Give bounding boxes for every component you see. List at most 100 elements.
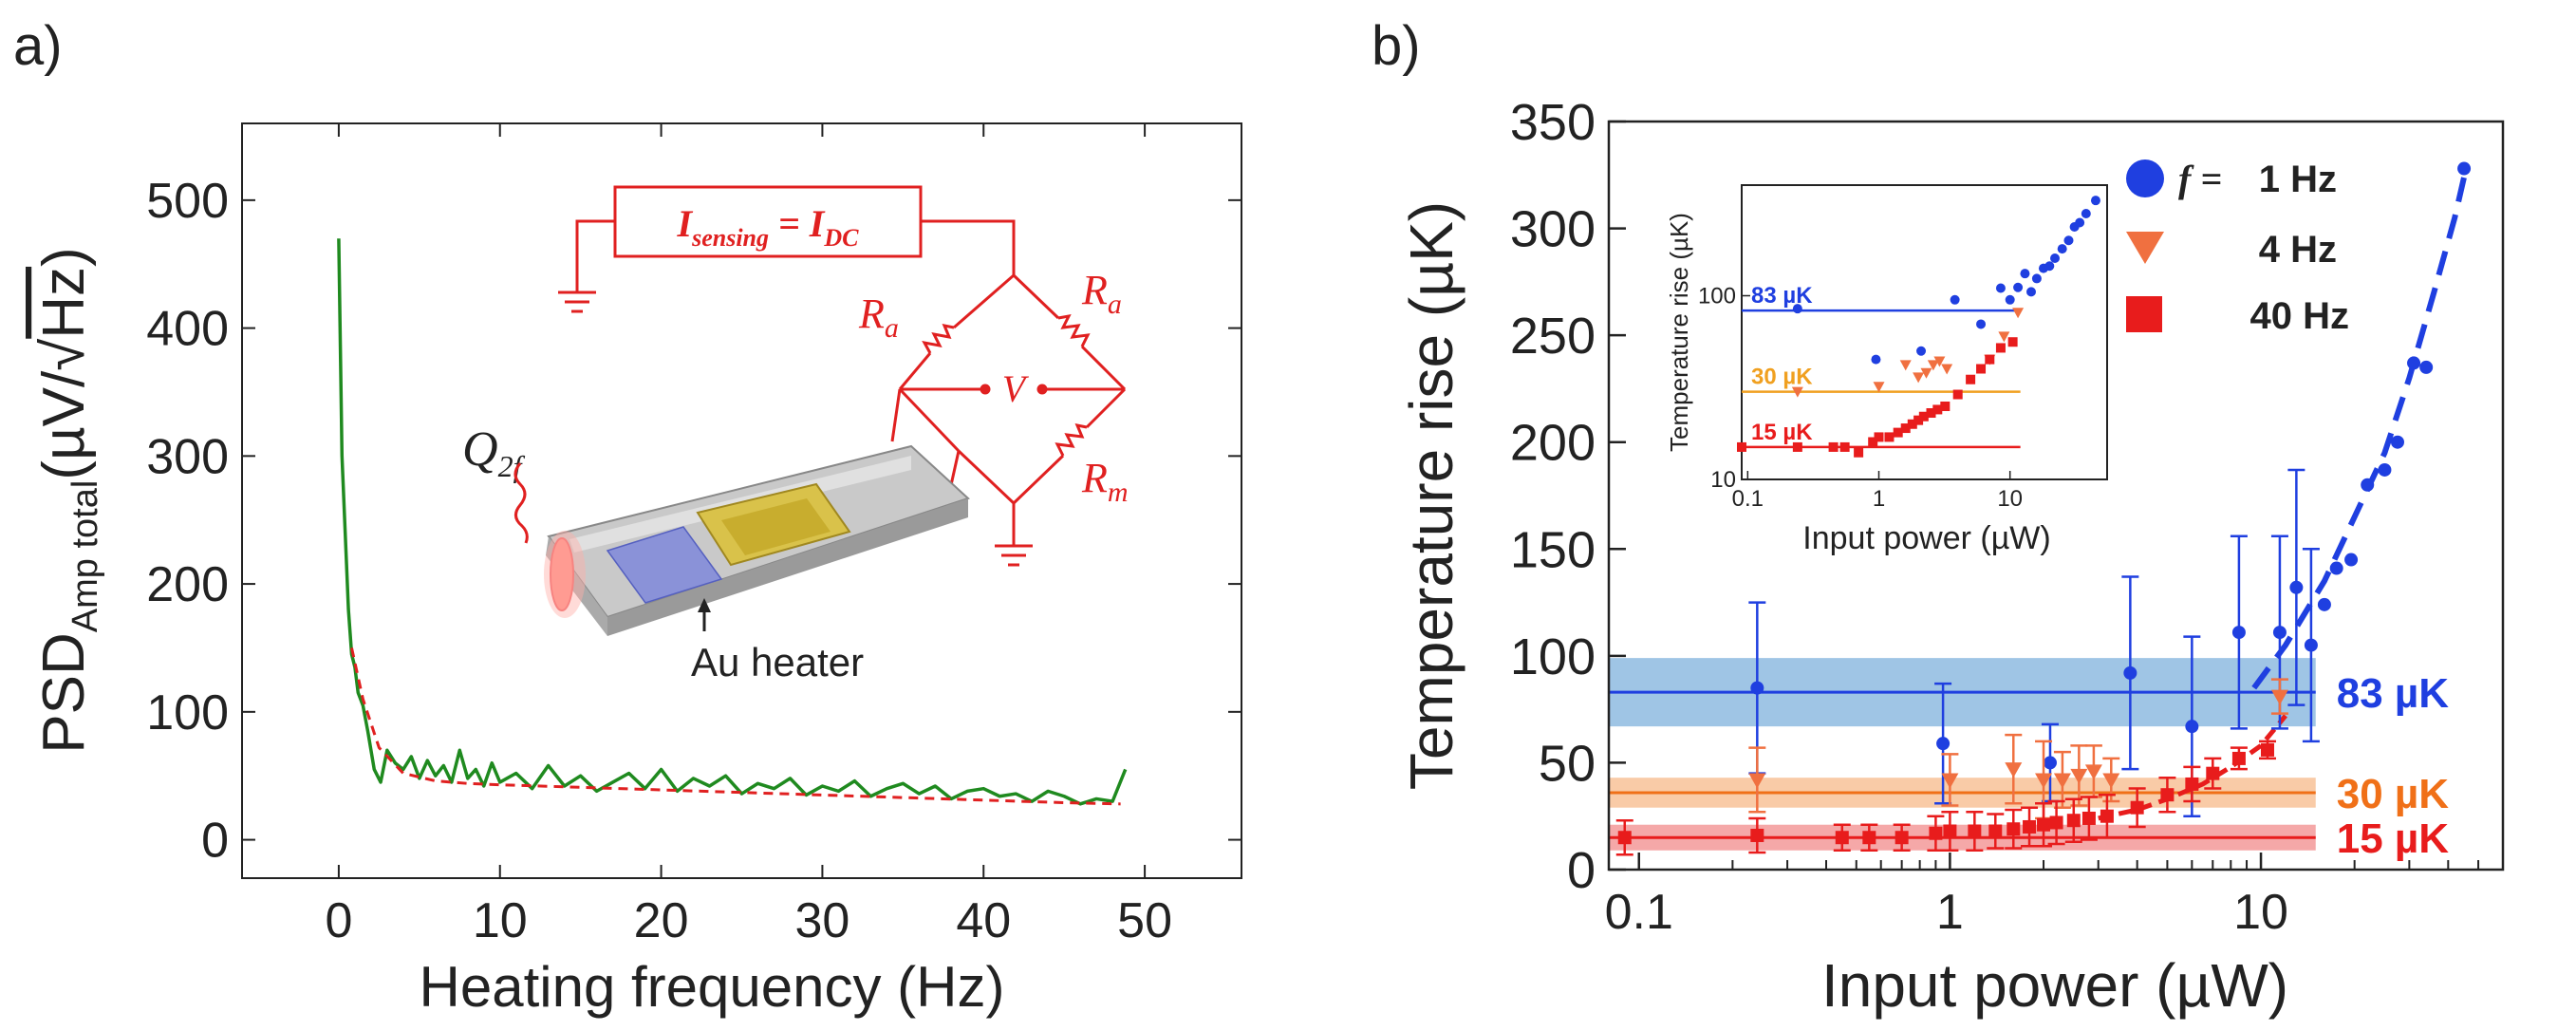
inset-point-40hz xyxy=(1985,354,1995,365)
data-point-1hz xyxy=(2289,580,2304,594)
bridge-wire-tr2 xyxy=(1080,345,1127,391)
data-point-1hz xyxy=(1936,737,1951,751)
inset-point-40hz xyxy=(1900,423,1911,434)
inset-point-40hz xyxy=(1874,432,1884,442)
bridge-wire-br1 xyxy=(1085,387,1127,429)
inset-point-4hz xyxy=(1920,367,1932,379)
data-point-1hz xyxy=(2317,597,2331,611)
data-point-40hz xyxy=(2206,766,2220,780)
data-point-40hz xyxy=(2100,809,2114,823)
panel-b-y-label-group: Temperature rise (µK) xyxy=(1397,201,1465,790)
data-point-4hz xyxy=(1748,773,1766,789)
y-label-unit-open: (µV/ xyxy=(31,370,97,480)
bridge-wire-bl2 xyxy=(957,449,1016,505)
data-point-1hz xyxy=(2419,360,2434,374)
data-point-40hz xyxy=(2160,788,2175,802)
panel-a-series xyxy=(337,238,1128,806)
inset-point-40hz xyxy=(2007,337,2018,347)
resistor-ra-left xyxy=(922,323,955,354)
data-point-1hz xyxy=(2457,161,2472,176)
probe-wire-1 xyxy=(890,388,902,442)
data-point-1hz xyxy=(2344,553,2359,567)
y-tick-label: 300 xyxy=(1510,201,1596,258)
inset-point-40hz xyxy=(1995,343,2006,353)
x-tick-label: 30 xyxy=(794,893,849,948)
data-point-40hz xyxy=(2231,751,2246,765)
inset-point-1hz xyxy=(1995,283,2006,293)
inset-point-40hz xyxy=(1926,408,1936,419)
legend-marker-40hz xyxy=(2126,296,2162,332)
inset-point-40hz xyxy=(1839,441,1850,452)
data-point-40hz xyxy=(2007,822,2021,836)
inset-content: 83 µK 30 µK 15 µK 0.1 1 10 10 100 xyxy=(1698,196,2100,512)
inset-frame xyxy=(1741,184,2108,480)
sensor-device-icon xyxy=(544,444,970,636)
current-source-label: Isensing = IDC xyxy=(677,202,860,252)
inset-point-4hz xyxy=(1927,360,1939,371)
inset-point-1hz xyxy=(2031,273,2042,284)
inset-point-4hz xyxy=(2012,308,2025,319)
inset-point-40hz xyxy=(1913,415,1924,425)
inset-point-1hz xyxy=(2005,294,2015,305)
source-wire-right xyxy=(921,219,1016,275)
data-point-1hz xyxy=(2390,435,2404,449)
panel-b-label: b) xyxy=(1372,15,1421,77)
inset-y-tick-label: 10 xyxy=(1710,467,1736,493)
y-label-unit-close: ) xyxy=(31,247,97,267)
fit-line xyxy=(350,647,1121,806)
blue-fit-line xyxy=(2251,163,2471,690)
v-node-left xyxy=(980,384,991,395)
band-label: 15 µK xyxy=(2337,815,2450,862)
panel-a-label: a) xyxy=(13,15,63,77)
inset-point-40hz xyxy=(1952,389,1963,400)
y-tick-label: 350 xyxy=(1510,94,1596,151)
data-point-4hz xyxy=(2084,764,2102,780)
inset-point-40hz xyxy=(1884,432,1895,442)
inset-level-label: 15 µK xyxy=(1751,420,1813,445)
ground-wire-left xyxy=(575,219,615,292)
resistor-rm-label: Rm xyxy=(1081,455,1129,508)
panel-b-legend: f = 1 Hz 4 Hz 40 Hz xyxy=(2126,158,2349,337)
data-point-40hz xyxy=(1617,831,1632,845)
data-point-4hz xyxy=(2070,768,2088,784)
legend-marker-1hz xyxy=(2126,159,2164,197)
inset-level-label: 83 µK xyxy=(1751,283,1813,309)
data-point-1hz xyxy=(2231,626,2246,640)
inset-point-1hz xyxy=(2090,196,2100,206)
legend-prefix: f = xyxy=(2178,158,2222,200)
panel-b-frame xyxy=(1607,120,2505,872)
legend-label-40hz: 40 Hz xyxy=(2250,295,2350,337)
bridge-wire-tl2 xyxy=(898,352,932,390)
data-point-1hz xyxy=(2407,356,2421,370)
heater-pointer-head xyxy=(698,598,711,612)
data-point-40hz xyxy=(1895,831,1909,845)
inset-point-1hz xyxy=(1871,354,1881,365)
data-point-40hz xyxy=(1862,831,1876,845)
y-tick-label: 200 xyxy=(1510,415,1596,472)
data-point-40hz xyxy=(2185,777,2199,791)
y-tick-label: 0 xyxy=(201,814,229,869)
data-point-40hz xyxy=(2023,819,2037,834)
data-point-1hz xyxy=(2378,462,2392,477)
resistor-ra-left-label: Ra xyxy=(858,291,899,344)
inset-point-40hz xyxy=(1828,441,1839,452)
resistor-rm xyxy=(1055,422,1088,457)
y-label-hz: Hz xyxy=(31,267,97,339)
inset-point-40hz xyxy=(1854,447,1864,458)
inset-point-40hz xyxy=(1893,427,1903,438)
panel-b-y-label: Temperature rise (µK) xyxy=(1397,201,1465,790)
inset-x-tick-label: 10 xyxy=(1997,486,2023,512)
x-tick-label: 10 xyxy=(2233,885,2288,940)
v-node-right xyxy=(1036,384,1048,395)
circuit-diagram xyxy=(558,185,1127,567)
inset-point-1hz xyxy=(2013,282,2024,292)
inset-point-1hz xyxy=(2063,235,2074,246)
data-point-1hz xyxy=(2361,478,2375,492)
x-tick-label: 1 xyxy=(1936,885,1964,940)
inset-point-40hz xyxy=(1940,401,1951,411)
inset-point-1hz xyxy=(1792,304,1802,314)
inset-point-1hz xyxy=(2075,217,2085,228)
